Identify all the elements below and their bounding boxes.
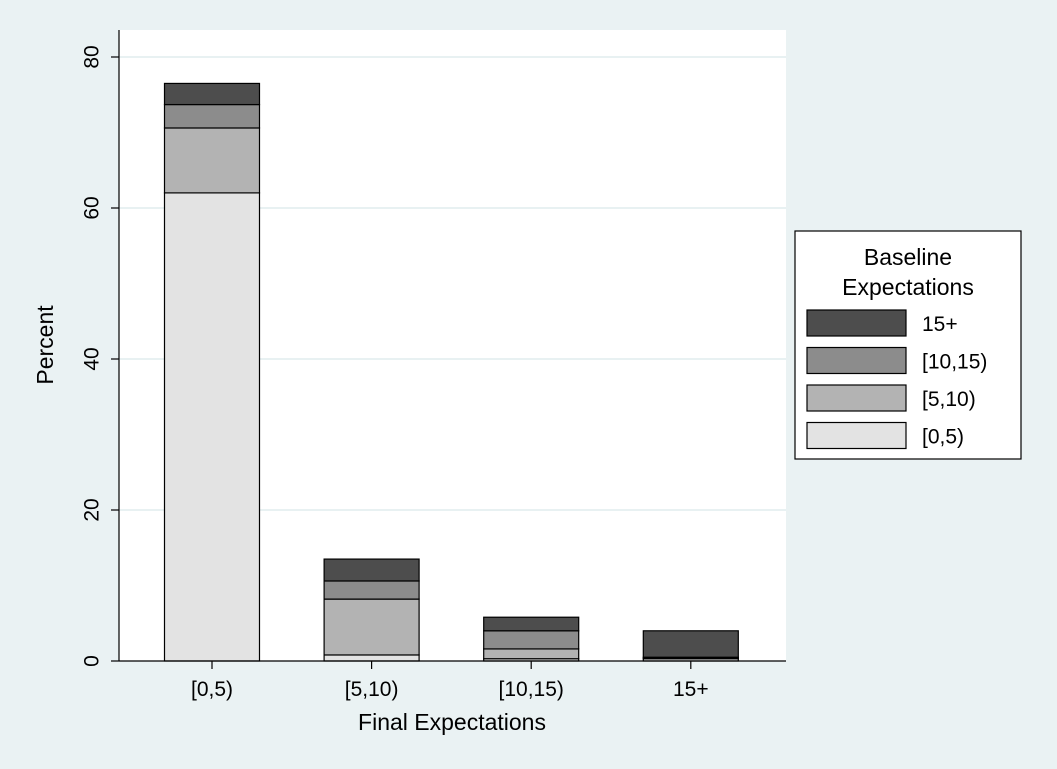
bar-segment-0-5-10-15 bbox=[165, 105, 260, 128]
x-tick-label-0-5: [0,5) bbox=[191, 678, 233, 701]
legend-title-line-1: Baseline bbox=[864, 244, 952, 270]
bar-segment-15-15 bbox=[643, 631, 738, 657]
bar-segment-10-15-15 bbox=[484, 617, 579, 631]
y-tick-label-80: 80 bbox=[80, 45, 103, 68]
legend-swatch-5-10 bbox=[807, 385, 906, 411]
legend-swatch-10-15 bbox=[807, 348, 906, 374]
x-tick-label-15: 15+ bbox=[673, 678, 709, 701]
legend-title-line-2: Expectations bbox=[842, 274, 974, 300]
legend-swatch-0-5 bbox=[807, 423, 906, 449]
legend-swatch-15 bbox=[807, 310, 906, 336]
bar-segment-10-15-10-15 bbox=[484, 631, 579, 649]
x-axis-title: Final Expectations bbox=[358, 709, 546, 735]
legend-label-0-5: [0,5) bbox=[922, 426, 964, 449]
legend-label-5-10: [5,10) bbox=[922, 388, 976, 411]
bar-segment-5-10-10-15 bbox=[324, 581, 419, 599]
bar-segment-5-10-15 bbox=[324, 559, 419, 581]
x-tick-label-5-10: [5,10) bbox=[345, 678, 399, 701]
bar-segment-10-15-5-10 bbox=[484, 649, 579, 659]
y-axis-title: Percent bbox=[32, 305, 58, 385]
legend: Baseline Expectations 15+ [10,15) [5,10) [0… bbox=[795, 231, 1021, 459]
bar-segment-0-5-0-5 bbox=[165, 193, 260, 661]
bar-segment-0-5-15 bbox=[165, 83, 260, 104]
bar-segment-5-10-0-5 bbox=[324, 655, 419, 661]
y-tick-label-0: 0 bbox=[80, 655, 103, 667]
y-tick-label-60: 60 bbox=[80, 196, 103, 219]
legend-label-15: 15+ bbox=[922, 313, 958, 336]
y-tick-label-20: 20 bbox=[80, 498, 103, 521]
legend-label-10-15: [10,15) bbox=[922, 351, 987, 374]
bar-segment-5-10-5-10 bbox=[324, 599, 419, 655]
bar-segment-0-5-5-10 bbox=[165, 128, 260, 193]
x-tick-label-10-15: [10,15) bbox=[499, 678, 564, 701]
y-tick-label-40: 40 bbox=[80, 347, 103, 370]
